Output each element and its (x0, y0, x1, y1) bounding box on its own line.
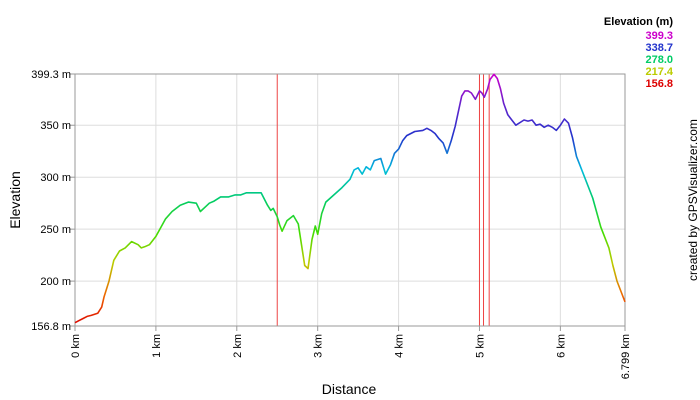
legend-entry: 338.7 (645, 42, 673, 54)
x-tick-label: 3 km (313, 334, 325, 358)
y-tick-label: 156.8 m (31, 321, 71, 333)
x-tick-label: 5 km (474, 334, 486, 358)
x-tick-label: 4 km (394, 334, 406, 358)
y-tick-label: 399.3 m (31, 69, 71, 81)
y-tick-label: 200 m (40, 276, 71, 288)
y-axis-title: Elevation (7, 171, 23, 229)
x-tick-label: 2 km (232, 334, 244, 358)
marker-lines-layer (74, 74, 490, 326)
legend-entry: 217.4 (645, 66, 673, 78)
x-axis-ticks: 0 km 1 km 2 km 3 km 4 km 5 km 6 km 6.799 km (70, 326, 632, 379)
legend-entry: 156.8 (645, 78, 673, 90)
y-axis-ticks: 156.8 m 200 m 250 m 300 m 350 m 399.3 m (31, 69, 75, 333)
y-tick-label: 350 m (40, 120, 71, 132)
y-tick-label: 300 m (40, 172, 71, 184)
credit-text: created by GPSVisualizer.com (686, 119, 700, 281)
plot-area-frame (74, 73, 626, 327)
elevation-profile-line (74, 73, 626, 324)
x-tick-label: 6.799 km (620, 334, 632, 379)
grid-layer (74, 73, 626, 327)
y-tick-label: 250 m (40, 224, 71, 236)
legend-entry: 399.3 (645, 30, 673, 42)
legend-title: Elevation (m) (604, 16, 673, 28)
x-tick-label: 1 km (151, 334, 163, 358)
legend-entry: 278.0 (645, 54, 673, 66)
x-tick-label: 0 km (70, 334, 82, 358)
x-tick-label: 6 km (555, 334, 567, 358)
x-axis-title: Distance (322, 381, 377, 397)
